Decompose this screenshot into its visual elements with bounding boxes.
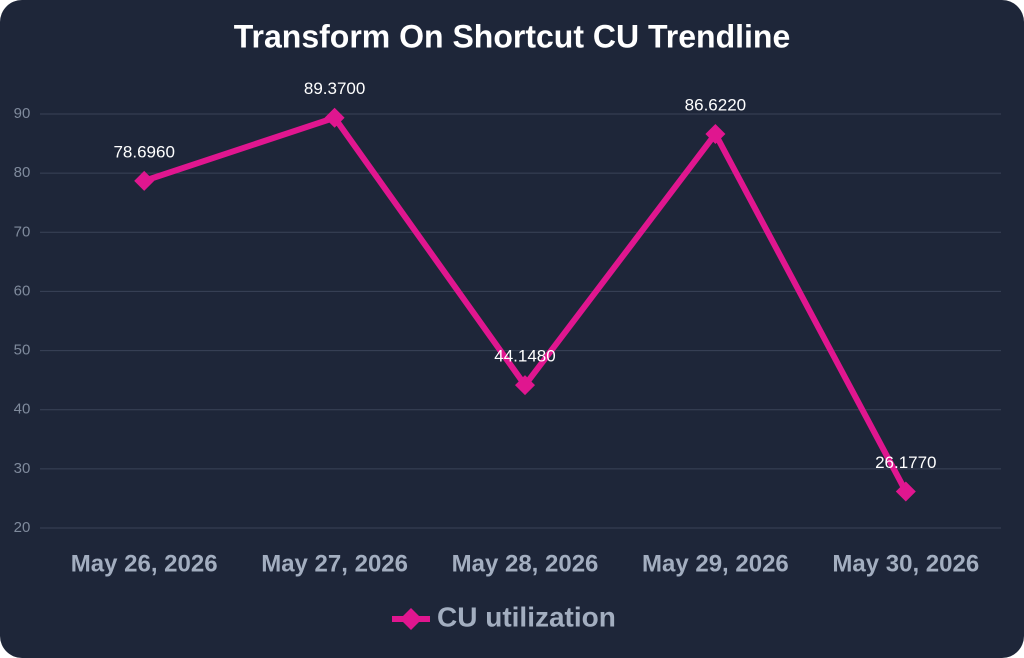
y-tick-label: 20 — [14, 519, 31, 536]
x-tick-label: May 29, 2026 — [642, 550, 789, 577]
y-tick-label: 50 — [14, 342, 31, 359]
legend-label: CU utilization — [437, 601, 616, 632]
x-tick-label: May 26, 2026 — [71, 550, 218, 577]
point-marker — [895, 481, 916, 502]
data-label: 89.3700 — [304, 79, 365, 98]
x-tick-label: May 30, 2026 — [832, 550, 979, 577]
y-tick-label: 60 — [14, 282, 31, 299]
y-tick-label: 90 — [14, 105, 31, 122]
x-tick-label: May 27, 2026 — [261, 550, 408, 577]
y-tick-label: 70 — [14, 223, 31, 240]
point-marker — [705, 123, 726, 144]
data-label: 44.1480 — [494, 347, 555, 366]
data-label: 26.1770 — [875, 453, 936, 472]
y-tick-label: 30 — [14, 460, 31, 477]
point-marker — [324, 107, 345, 128]
data-label: 86.6220 — [685, 95, 746, 114]
point-marker — [515, 375, 535, 396]
x-tick-label: May 28, 2026 — [452, 550, 599, 577]
data-label: 78.6960 — [113, 142, 174, 161]
y-tick-label: 40 — [14, 401, 31, 418]
chart-title: Transform On Shortcut CU Trendline — [234, 18, 791, 54]
point-marker — [134, 170, 155, 191]
legend-marker — [400, 608, 422, 630]
y-tick-label: 80 — [14, 164, 31, 181]
